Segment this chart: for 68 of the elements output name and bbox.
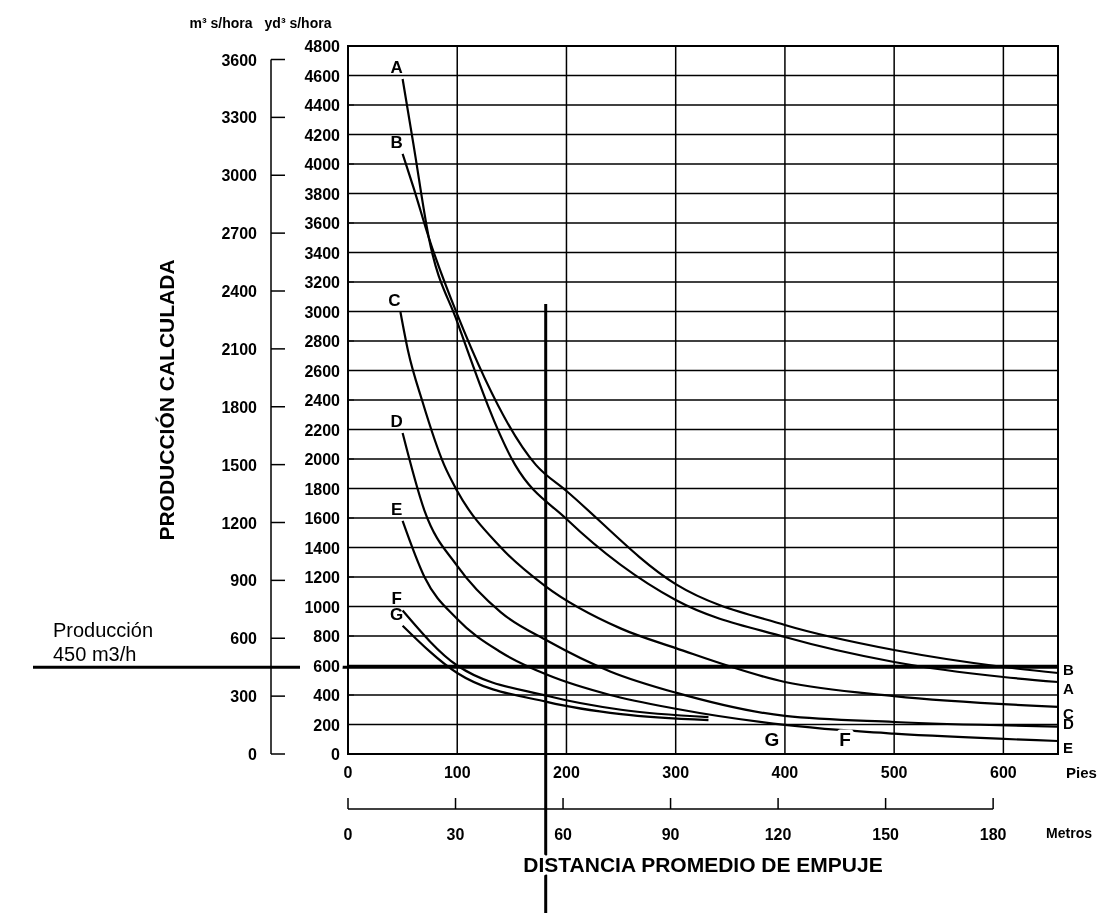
series-label: C <box>388 290 401 310</box>
y2-tick-label: 600 <box>230 630 258 648</box>
y-tick-label: 4000 <box>304 156 341 173</box>
y2-tick-label: 1500 <box>221 456 258 474</box>
x2-tick-label: 0 <box>343 826 353 843</box>
x2-tick-label: 30 <box>446 826 465 843</box>
x-tick-label: 600 <box>990 764 1017 781</box>
y-tick-label: 2200 <box>304 421 341 439</box>
x-tick-label: 400 <box>771 764 799 781</box>
x2-tick-label: 60 <box>554 826 573 843</box>
y2-tick-label: 900 <box>230 572 258 590</box>
y-tick-label: 3800 <box>304 185 341 203</box>
x-tick-label: 0 <box>343 764 353 781</box>
x-tick-label: 300 <box>662 764 690 781</box>
y-tick-label: 200 <box>313 716 341 734</box>
y2-tick-label: 3300 <box>221 109 258 127</box>
x2-tick-label: 150 <box>872 826 900 843</box>
y-tick-label: 1000 <box>304 598 341 616</box>
y-tick-label: 2400 <box>304 392 341 409</box>
series-label: A <box>390 58 403 78</box>
text: E <box>1063 739 1074 757</box>
y2-tick-label: 1200 <box>221 514 258 532</box>
y2-axis-title: m³ s/hora <box>189 15 253 31</box>
y-tick-label: 2000 <box>304 451 341 468</box>
y-tick-label: 3400 <box>304 244 341 262</box>
text: A <box>1063 680 1074 698</box>
y-tick-label: 3200 <box>304 274 341 291</box>
y-tick-label: 2600 <box>304 362 341 380</box>
y-tick-label: 600 <box>313 657 341 675</box>
y2-tick-label: 0 <box>248 746 258 763</box>
y-tick-label: 4400 <box>304 97 341 114</box>
x2-axis-title: Metros <box>1046 825 1093 841</box>
y-tick-label: 1200 <box>304 569 341 586</box>
y-tick-label: 4200 <box>304 126 341 144</box>
text: B <box>1063 661 1074 679</box>
y2-tick-label: 3600 <box>221 51 258 69</box>
y-tick-label: 4600 <box>304 67 341 85</box>
y-tick-label: 1400 <box>304 539 341 557</box>
y-tick-label: 0 <box>331 746 341 763</box>
y2-tick-label: 1800 <box>221 398 258 416</box>
y-tick-label: 1800 <box>304 480 341 498</box>
y-axis-title: yd³ s/hora <box>264 15 332 31</box>
ref-line-label: Producción 450 m3/h <box>53 619 154 666</box>
y-tick-label: 800 <box>313 628 341 645</box>
y2-tick-label: 300 <box>230 688 258 706</box>
y-tick-label: 3600 <box>304 215 341 232</box>
series-label: E <box>390 499 403 519</box>
x-tick-label: 100 <box>443 764 471 781</box>
y2-tick-label: 2700 <box>221 225 258 243</box>
text: PRODUCCIÓN CALCULADA <box>155 259 178 541</box>
series-label: B <box>390 132 403 152</box>
y-tick-label: 3000 <box>304 303 341 321</box>
y-tick-label: 1600 <box>304 510 341 527</box>
y-tick-label: 4800 <box>304 38 341 55</box>
series-label: D <box>390 412 403 432</box>
y2-tick-label: 2400 <box>221 283 258 300</box>
annotation: G <box>764 728 780 750</box>
y-tick-label: 2800 <box>304 333 341 350</box>
x2-tick-label: 180 <box>979 826 1007 843</box>
x-tick-label: 500 <box>880 764 908 781</box>
x-axis-title: Pies <box>1066 764 1097 781</box>
y-tick-label: 400 <box>313 687 341 704</box>
y2-tick-label: 2100 <box>221 340 258 358</box>
x2-tick-label: 120 <box>764 826 792 843</box>
x2-tick-label: 90 <box>661 826 680 843</box>
annotation: F <box>839 728 851 750</box>
y2-tick-label: 3000 <box>221 167 258 185</box>
x-tick-label: 200 <box>553 764 580 781</box>
